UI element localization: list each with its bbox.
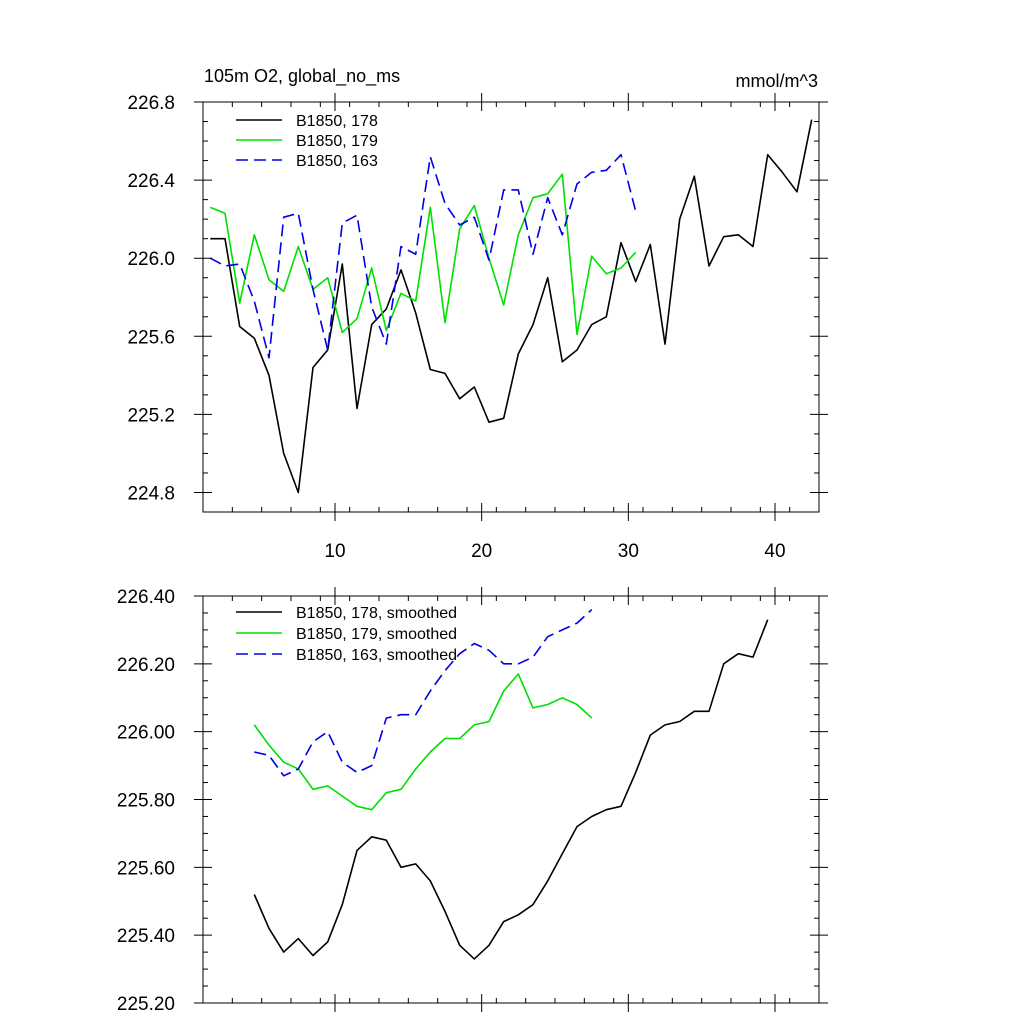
y-tick-label: 226.8 [127,93,175,114]
y-tick-label: 224.8 [127,483,175,504]
y-tick-label: 226.4 [127,171,175,192]
y-tick-label: 226.00 [117,723,175,744]
x-tick-label: 30 [618,541,639,562]
y-tick-label: 225.2 [127,405,175,426]
legend-label: B1850, 163 [296,153,378,170]
legend: B1850, 178 B1850, 179 B1850, 163 [236,113,378,170]
chart-top: 105m O2, global_no_ms mmol/m^3 10 20 30 40 2… [127,66,828,562]
series-line-3 [209,153,637,359]
legend: B1850, 178, smoothed B1850, 179, smoothed… [236,605,457,664]
legend-label: B1850, 178 [296,113,378,130]
y-tick-label: 225.20 [117,994,175,1015]
chart-title: 105m O2, global_no_ms [204,66,400,87]
chart-bottom: 225.20 225.40 225.60 225.80 226.00 226.20 226.… [117,587,828,1015]
x-tick-label: 20 [471,541,492,562]
x-tick-label: 40 [764,541,785,562]
y-tick-label: 225.6 [127,327,175,348]
units-label: mmol/m^3 [736,71,818,91]
x-tick-label: 10 [324,541,345,562]
series-line-3 [254,609,593,777]
series-line-2 [210,173,637,336]
y-tick-label: 225.40 [117,926,175,947]
series-line-2 [253,673,593,811]
legend-label: B1850, 179 [296,133,378,150]
plot-frame [202,101,820,513]
y-tick-label: 226.20 [117,655,175,676]
legend-label: B1850, 179, smoothed [296,626,457,643]
y-tick-label: 226.40 [117,587,175,608]
legend-label: B1850, 178, smoothed [296,605,457,622]
y-tick-label: 226.0 [127,249,175,270]
series-line-1 [253,619,769,960]
legend-label: B1850, 163, smoothed [296,647,457,664]
series-line-1 [210,119,813,494]
y-tick-label: 225.80 [117,791,175,812]
y-tick-label: 225.60 [117,858,175,879]
